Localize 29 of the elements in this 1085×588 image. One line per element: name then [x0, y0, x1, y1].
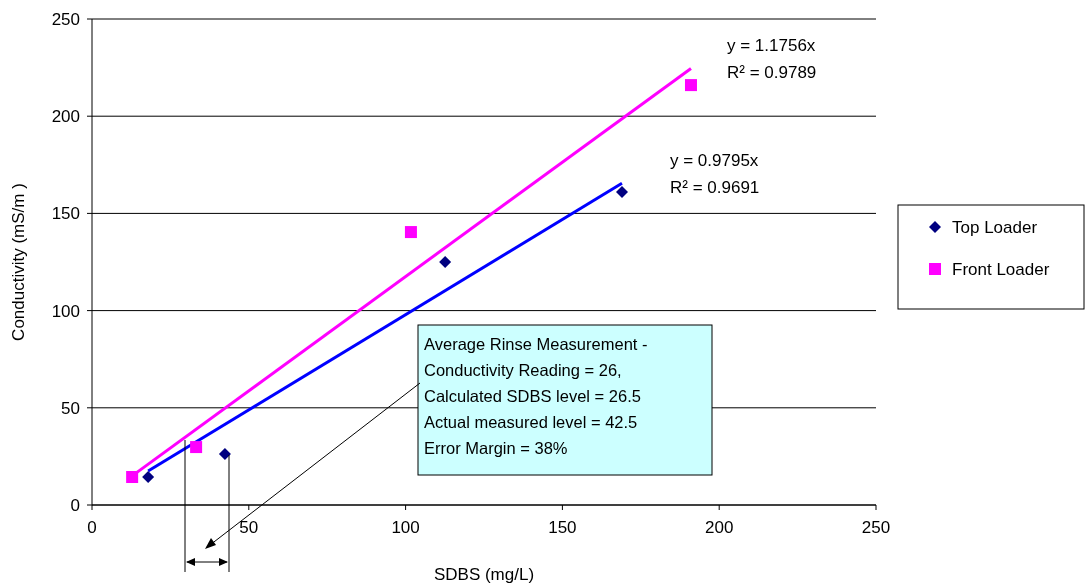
point	[190, 441, 203, 454]
annotation: y = 0.9795x	[670, 150, 759, 170]
annotation: R² = 0.9691	[670, 177, 760, 197]
legend-label: Top Loader	[952, 217, 1038, 237]
x-tick-label: 200	[705, 518, 734, 537]
point	[615, 186, 628, 199]
x-tick-label: 0	[87, 518, 97, 537]
annotation: Average Rinse Measurement - Conductivity Reading = 26, Calculated SDBS level = 26.5 Actual measured level = 42.5 Error Margin = 38%	[424, 335, 648, 457]
annotation: y = 1.1756x	[727, 35, 816, 55]
y-tick-label: 0	[70, 495, 80, 515]
annotation: R² = 0.9789	[727, 62, 817, 82]
x-axis-title: SDBS (mg/L)	[433, 565, 535, 584]
point	[404, 226, 417, 239]
point	[684, 79, 697, 92]
y-tick-label: 150	[51, 204, 80, 224]
y-tick-label: 200	[51, 107, 80, 127]
point	[142, 471, 155, 484]
x-tick-label: 50	[239, 518, 259, 537]
point	[218, 448, 231, 461]
point	[439, 256, 452, 268]
y-tick-label: 250	[51, 9, 80, 29]
y-tick-label: 50	[61, 398, 80, 418]
x-tick-label: 150	[548, 518, 577, 537]
point	[126, 471, 139, 484]
x-tick-label: 250	[861, 518, 891, 537]
x-tick-label: 100	[391, 518, 420, 537]
legend-label: Front Loader	[952, 259, 1050, 279]
y-axis-title: Conductivity (mS/m )	[9, 183, 28, 341]
y-tick-label: 100	[51, 301, 80, 321]
